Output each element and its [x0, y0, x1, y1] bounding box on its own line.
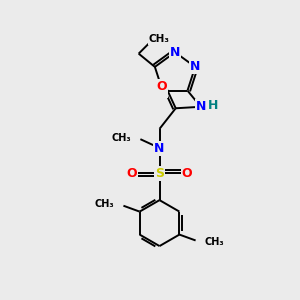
Text: S: S: [155, 167, 164, 179]
Text: N: N: [154, 142, 165, 154]
Text: O: O: [156, 80, 167, 93]
Text: H: H: [208, 99, 218, 112]
Text: CH₃: CH₃: [95, 199, 115, 209]
Text: CH₃: CH₃: [112, 133, 131, 143]
Text: N: N: [170, 46, 180, 59]
Text: N: N: [196, 100, 206, 113]
Text: CH₃: CH₃: [204, 237, 224, 247]
Text: N: N: [190, 60, 200, 74]
Text: CH₃: CH₃: [149, 34, 170, 44]
Text: O: O: [182, 167, 192, 179]
Text: S: S: [158, 84, 167, 97]
Text: O: O: [127, 167, 137, 179]
